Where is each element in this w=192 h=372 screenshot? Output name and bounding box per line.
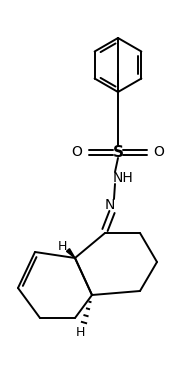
Text: O: O [154, 145, 164, 159]
Text: H: H [75, 327, 85, 340]
Text: NH: NH [113, 171, 133, 185]
Text: H: H [57, 241, 67, 253]
Polygon shape [66, 249, 75, 258]
Text: N: N [105, 198, 115, 212]
Text: O: O [72, 145, 82, 159]
Text: S: S [113, 144, 123, 160]
